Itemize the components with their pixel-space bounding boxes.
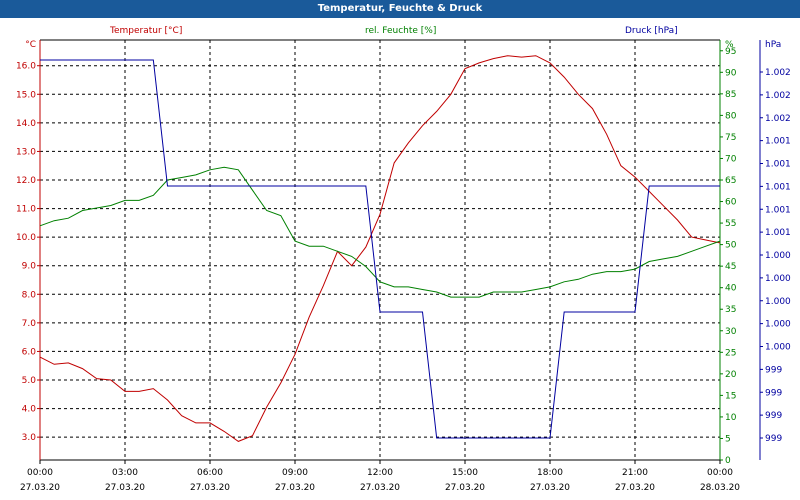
humidity-tick-label: 30 <box>725 327 737 337</box>
humidity-tick-label: 75 <box>725 133 736 143</box>
pressure-tick-label: 1.001 <box>765 205 791 215</box>
temperature-tick-label: 8.0 <box>22 290 37 300</box>
grid-lines <box>40 40 720 460</box>
temperature-tick-label: 5.0 <box>22 376 37 386</box>
temperature-tick-label: 3.0 <box>22 433 37 443</box>
pressure-tick-label: 999 <box>765 388 782 398</box>
series-lines <box>39 55 721 442</box>
series-line <box>40 59 720 439</box>
pressure-tick-label: 1.001 <box>765 182 791 192</box>
pressure-axis: 999 999 999 999 1.000 1.000 1.000 1.000 1.000 1.0… <box>759 40 791 460</box>
temperature-unit-label: °C <box>25 40 36 50</box>
humidity-tick-label: 60 <box>725 198 737 208</box>
x-axis: 00:00 27.03.20 03:00 27.03.20 06:00 27.03.20 0… <box>20 460 740 493</box>
pressure-tick-label: 1.002 <box>765 114 791 124</box>
x-tick-label-date: 27.03.20 <box>530 483 570 493</box>
legend-item: Druck [hPa] <box>625 26 678 36</box>
temperature-tick-label: 12.0 <box>16 176 36 186</box>
humidity-tick-label: 70 <box>725 154 737 164</box>
x-tick-label-time: 00:00 <box>707 468 733 478</box>
humidity-tick-label: 25 <box>725 348 736 358</box>
x-tick-label-time: 06:00 <box>197 468 223 478</box>
pressure-tick-label: 1.001 <box>765 137 791 147</box>
pressure-tick-label: 1.000 <box>765 343 791 353</box>
temperature-tick-label: 16.0 <box>16 62 36 72</box>
x-tick-label-date: 27.03.20 <box>190 483 230 493</box>
pressure-tick-label: 1.000 <box>765 274 791 284</box>
x-tick-label-date: 27.03.20 <box>615 483 655 493</box>
pressure-tick-label: 1.000 <box>765 297 791 307</box>
chart-title: Temperatur, Feuchte & Druck <box>317 3 483 14</box>
series-line <box>39 55 721 442</box>
x-tick-label-time: 03:00 <box>112 468 138 478</box>
humidity-tick-label: 50 <box>725 241 737 251</box>
x-tick-label-date: 27.03.20 <box>20 483 60 493</box>
temperature-tick-label: 6.0 <box>22 347 37 357</box>
x-tick-label-date: 27.03.20 <box>275 483 315 493</box>
pressure-tick-label: 1.001 <box>765 160 791 170</box>
humidity-tick-label: 20 <box>725 370 737 380</box>
x-tick-label-date: 28.03.20 <box>700 483 740 493</box>
x-tick-label-date: 27.03.20 <box>105 483 145 493</box>
pressure-tick-label: 1.001 <box>765 228 791 238</box>
x-tick-label-time: 21:00 <box>622 468 648 478</box>
pressure-tick-label: 999 <box>765 434 782 444</box>
temperature-tick-label: 9.0 <box>22 262 37 272</box>
humidity-tick-label: 90 <box>725 68 737 78</box>
humidity-tick-label: 15 <box>725 391 736 401</box>
x-tick-label-time: 12:00 <box>367 468 393 478</box>
x-tick-label-time: 00:00 <box>27 468 53 478</box>
humidity-unit-label: % <box>725 40 734 50</box>
legend: Temperatur [°C] rel. Feuchte [%] Druck [hP… <box>109 26 678 36</box>
x-tick-label-time: 09:00 <box>282 468 308 478</box>
humidity-tick-label: 5 <box>725 434 731 444</box>
humidity-tick-label: 65 <box>725 176 736 186</box>
humidity-tick-label: 0 <box>725 456 731 466</box>
humidity-tick-label: 40 <box>725 284 737 294</box>
temperature-axis: 3.0 4.0 5.0 6.0 7.0 8.0 9.0 10.0 11.0 12.0 13.0 14.… <box>16 40 40 443</box>
pressure-tick-label: 1.000 <box>765 320 791 330</box>
series-line <box>39 166 721 298</box>
temperature-tick-label: 14.0 <box>16 119 36 129</box>
humidity-tick-label: 55 <box>725 219 736 229</box>
x-tick-label-date: 27.03.20 <box>445 483 485 493</box>
pressure-tick-label: 1.000 <box>765 251 791 261</box>
legend-item: rel. Feuchte [%] <box>365 26 436 36</box>
temperature-tick-label: 15.0 <box>16 90 36 100</box>
humidity-tick-label: 10 <box>725 413 737 423</box>
pressure-tick-label: 1.002 <box>765 91 791 101</box>
humidity-tick-label: 95 <box>725 47 736 57</box>
pressure-tick-label: 1.002 <box>765 68 791 78</box>
pressure-tick-label: 999 <box>765 411 782 421</box>
humidity-tick-label: 85 <box>725 90 736 100</box>
x-tick-label-date: 27.03.20 <box>360 483 400 493</box>
x-tick-label-time: 15:00 <box>452 468 478 478</box>
temperature-tick-label: 7.0 <box>22 319 37 329</box>
pressure-unit-label: hPa <box>765 40 781 50</box>
x-tick-label-time: 18:00 <box>537 468 563 478</box>
humidity-tick-label: 35 <box>725 305 736 315</box>
temperature-tick-label: 4.0 <box>22 405 37 415</box>
pressure-tick-label: 999 <box>765 365 782 375</box>
legend-item: Temperatur [°C] <box>109 26 182 36</box>
humidity-tick-label: 80 <box>725 111 737 121</box>
chart-title-bar: Temperatur, Feuchte & Druck <box>0 0 800 18</box>
temperature-tick-label: 11.0 <box>16 205 36 215</box>
humidity-tick-label: 45 <box>725 262 736 272</box>
temperature-tick-label: 10.0 <box>16 233 36 243</box>
temperature-tick-label: 13.0 <box>16 147 36 157</box>
humidity-axis: 0 5 10 15 20 25 30 35 40 45 50 55 60 65 70 75 80 85 90 95% <box>720 40 737 466</box>
